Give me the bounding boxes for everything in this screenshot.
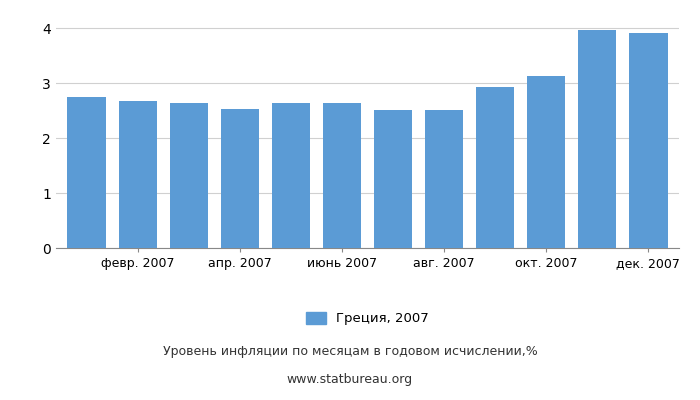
Bar [629, 34, 668, 248]
Bar [118, 101, 157, 248]
Bar [476, 87, 514, 248]
Bar [67, 97, 106, 248]
Bar [169, 102, 208, 248]
Bar [374, 110, 412, 248]
Text: Уровень инфляции по месяцам в годовом исчислении,%: Уровень инфляции по месяцам в годовом ис… [162, 346, 538, 358]
Bar [527, 76, 566, 248]
Bar [425, 110, 463, 248]
Bar [323, 102, 361, 248]
Legend: Греция, 2007: Греция, 2007 [301, 306, 434, 330]
Text: www.statbureau.org: www.statbureau.org [287, 374, 413, 386]
Bar [578, 30, 617, 248]
Bar [220, 109, 259, 248]
Bar [272, 103, 310, 248]
